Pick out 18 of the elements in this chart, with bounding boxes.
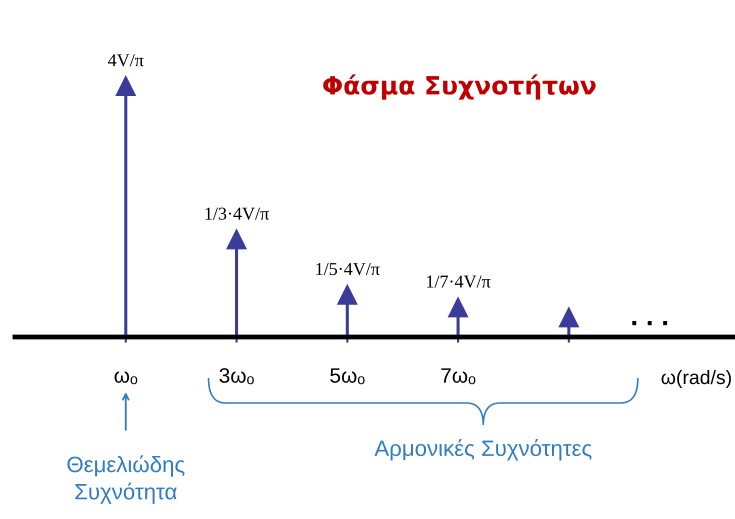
x-tick-label: 7ωₒ [441, 368, 476, 384]
annotation: 4V/π [108, 54, 144, 66]
point [115, 75, 136, 96]
chart-title: Φάσμα Συχνοτήτων [323, 74, 596, 100]
point [448, 296, 469, 318]
text: Αρμονικές Συχνότητες [374, 439, 592, 461]
annotation: 1/7·4V/π [427, 276, 490, 288]
x-tick-label: 5ωₒ [330, 368, 365, 384]
annotation: 1/5·4V/π [316, 262, 380, 276]
x-tick-label: 3ωₒ [219, 368, 254, 384]
x-tick-label: ωₒ [114, 371, 138, 384]
text: . . . [632, 321, 668, 326]
x-axis-title: ω(rad/s) [662, 370, 731, 388]
point [226, 228, 248, 250]
point [336, 284, 358, 305]
point [558, 306, 580, 328]
text: Θεμελιώδης Συχνότητα [67, 455, 184, 504]
annotation: 1/3·4V/π [205, 208, 269, 220]
